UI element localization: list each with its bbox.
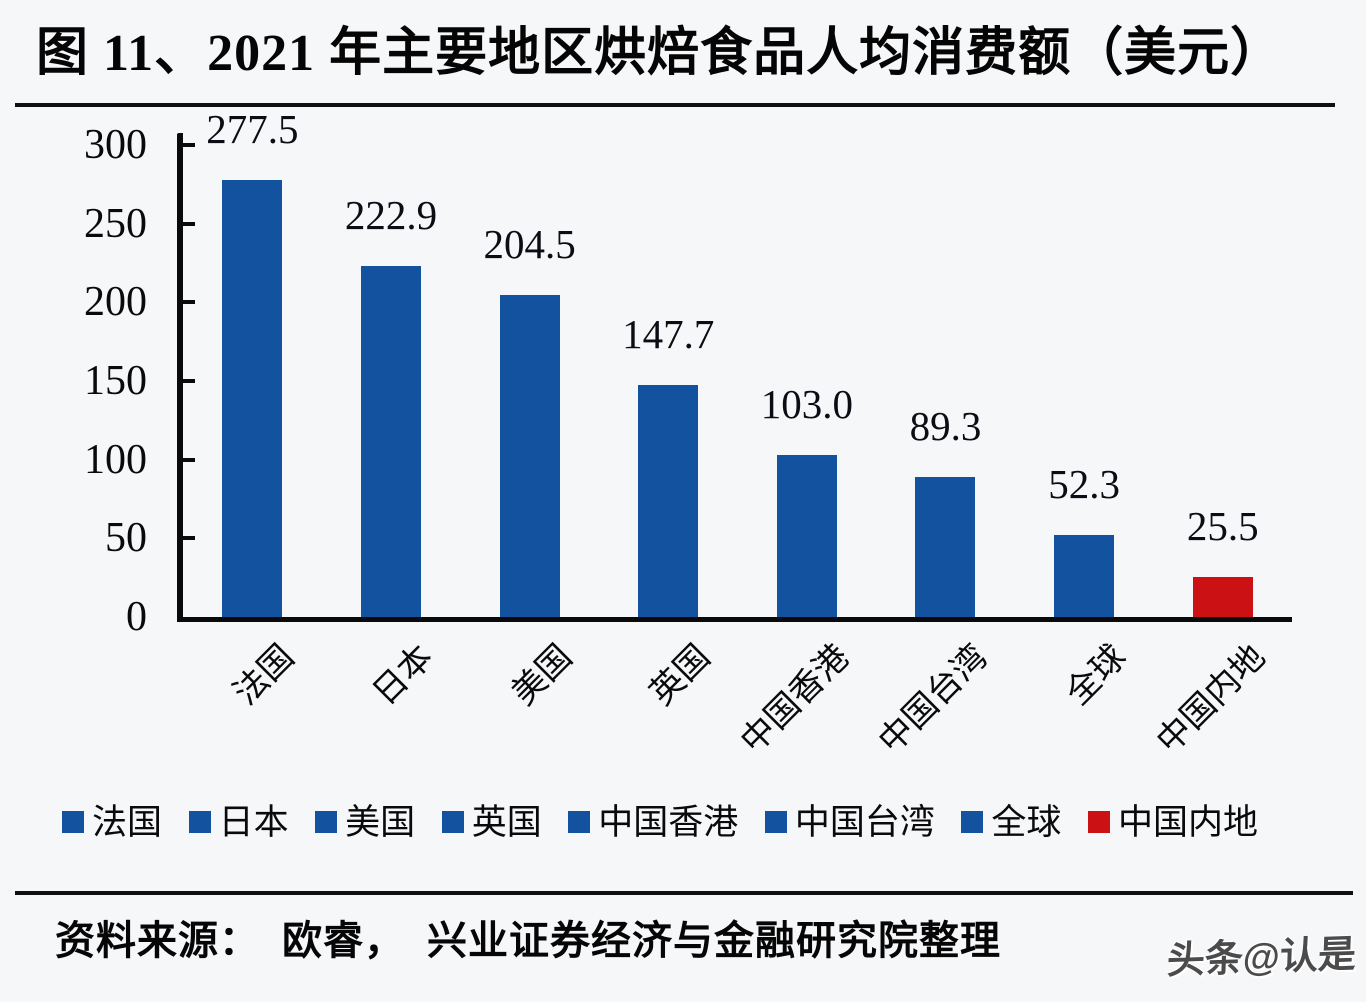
y-tick-200 [183, 300, 195, 305]
y-axis-label: 200 [84, 279, 147, 326]
x-axis-label: 中国内地 [1149, 637, 1273, 761]
legend-item-中国内地: 中国内地 [1087, 802, 1258, 842]
bar-group-中国香港: 103.0 中国香港 [733, 145, 877, 760]
x-axis-label: 日本 [365, 637, 441, 713]
legend-item-中国香港: 中国香港 [568, 805, 738, 840]
bar-group-全球: 52.3 全球 [1015, 145, 1154, 712]
legend-swatch-icon [961, 811, 984, 833]
legend-label: 中国内地 [1117, 802, 1258, 842]
bar-英国 [638, 384, 699, 617]
legend-swatch-icon [441, 811, 464, 833]
bar-group-日本: 222.9 日本 [322, 145, 461, 713]
bar-value-label: 222.9 [344, 192, 438, 239]
x-axis-label: 英国 [642, 637, 718, 713]
bar-value-label: 204.5 [483, 221, 576, 268]
bar-group-中国内地: 25.5 中国内地 [1149, 145, 1292, 760]
legend-item-美国: 美国 [315, 805, 415, 840]
x-axis-line [177, 617, 1292, 622]
y-tick-150 [183, 379, 195, 383]
legend-item-法国: 法国 [62, 805, 162, 840]
legend-swatch-icon [568, 811, 591, 833]
source-note: 资料来源： 欧睿， 兴业证券经济与金融研究院整理 [55, 918, 1001, 963]
bar-group-法国: 277.5 法国 [183, 109, 322, 713]
title-divider [15, 103, 1335, 107]
bar-group-中国台湾: 89.3 中国台湾 [872, 145, 1015, 761]
legend-swatch-icon [188, 811, 211, 833]
y-axis-label: 0 [126, 594, 147, 640]
watermark-text: 头条@认是 [1166, 933, 1357, 983]
bar-value-label: 277.5 [206, 106, 299, 153]
bar-chart-plot: 277.5 法国 222.9 日本 204.5 美国 147.7 英国 103.0 中国香港 89.… [84, 109, 1292, 761]
legend-label: 美国 [345, 802, 416, 842]
y-tick-50 [183, 536, 195, 541]
bar-value-label: 147.7 [622, 310, 715, 357]
bar-法国 [222, 180, 283, 617]
bar-中国香港 [776, 454, 837, 617]
y-tick-250 [183, 221, 195, 226]
legend-label: 法国 [92, 802, 163, 842]
legend-label: 日本 [218, 802, 289, 842]
x-axis-label: 法国 [226, 637, 302, 713]
bar-group-美国: 204.5 美国 [460, 145, 599, 713]
bar-value-label: 25.5 [1186, 502, 1259, 549]
x-axis-label: 全球 [1058, 637, 1134, 713]
bar-日本 [360, 266, 421, 617]
legend-label: 英国 [471, 802, 542, 842]
bar-group-英国: 147.7 英国 [599, 145, 738, 712]
legend-swatch-icon [62, 811, 84, 833]
bar-value-label: 103.0 [760, 380, 853, 427]
y-tick-300 [183, 143, 195, 147]
legend-label: 中国香港 [598, 802, 739, 842]
x-axis-label: 中国香港 [733, 637, 857, 761]
bar-中国内地 [1192, 576, 1253, 617]
footer-divider [15, 891, 1353, 895]
legend-swatch-icon [764, 811, 787, 833]
y-axis-label: 300 [84, 122, 147, 168]
bar-value-label: 89.3 [909, 402, 982, 449]
x-axis-label: 中国台湾 [871, 637, 995, 761]
bar-value-label: 52.3 [1048, 460, 1120, 507]
y-axis-line [177, 133, 183, 622]
bar-中国台湾 [915, 476, 976, 617]
chart-legend: 法国 日本 美国 英国 中国香港 中国台湾 全球 中国内地 [62, 798, 1258, 846]
bar-全球 [1054, 534, 1115, 617]
bars-layer: 277.5 法国 222.9 日本 204.5 美国 147.7 英国 103.0 中国香港 89.… [183, 109, 1292, 761]
legend-item-日本: 日本 [188, 802, 289, 842]
legend-label: 中国台湾 [794, 802, 935, 842]
y-axis-label: 100 [84, 436, 147, 483]
y-axis-label: 250 [84, 200, 147, 247]
chart-title: 图 11、2021 年主要地区烘焙食品人均消费额（美元） [36, 25, 1284, 82]
legend-item-英国: 英国 [441, 802, 542, 842]
legend-swatch-icon [1087, 811, 1110, 833]
legend-item-中国台湾: 中国台湾 [764, 802, 935, 842]
legend-item-全球: 全球 [961, 805, 1061, 840]
x-axis-label: 美国 [504, 637, 580, 713]
legend-label: 全球 [991, 802, 1062, 842]
y-tick-100 [183, 457, 195, 462]
y-axis-label: 50 [105, 515, 147, 562]
legend-swatch-icon [315, 811, 338, 833]
y-axis-label: 150 [84, 358, 147, 404]
bar-美国 [499, 295, 560, 617]
